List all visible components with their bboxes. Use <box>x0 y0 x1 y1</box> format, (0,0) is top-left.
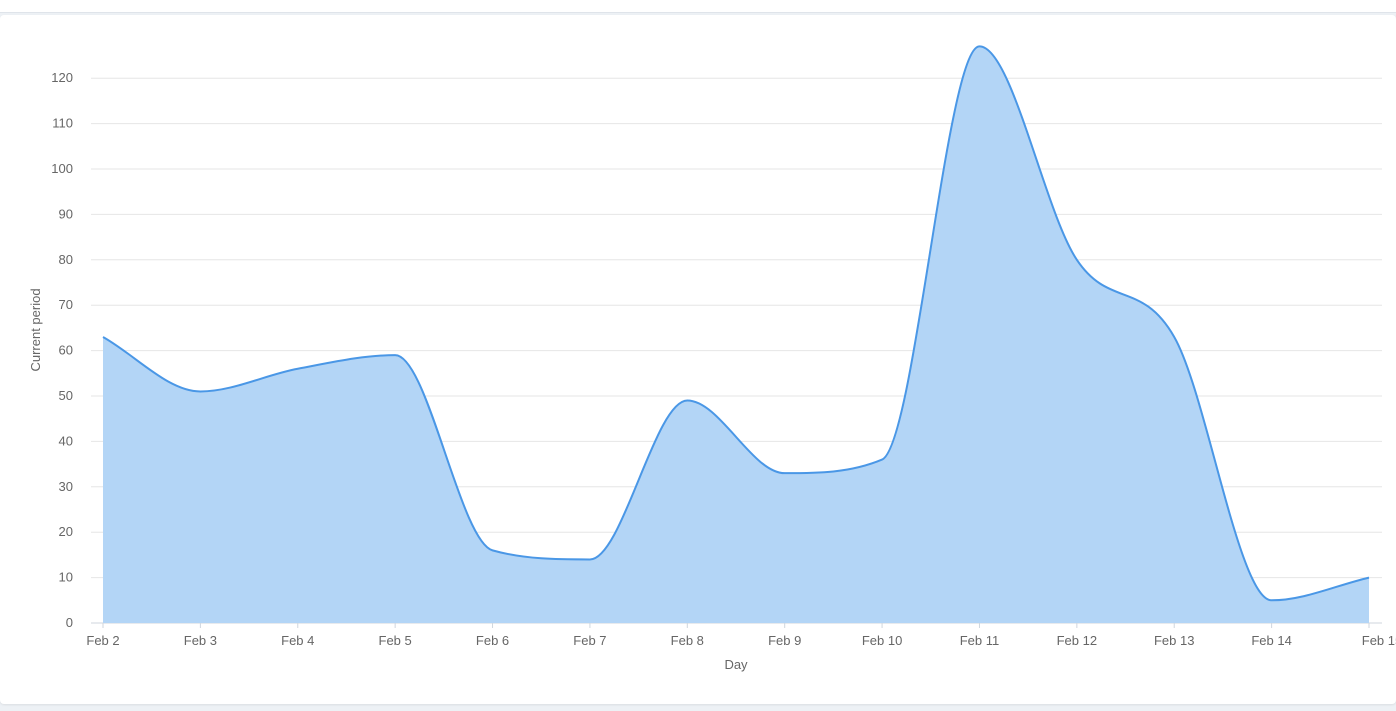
x-tick-label: Feb 2 <box>86 633 119 648</box>
series-line <box>102 45 1370 602</box>
x-axis-title: Day <box>724 657 748 672</box>
x-tick-label: Feb 14 <box>1251 633 1291 648</box>
data-point[interactable] <box>490 547 496 553</box>
series-area-fill <box>103 46 1369 624</box>
data-point[interactable] <box>197 388 203 394</box>
x-tick-label: Feb 13 <box>1154 633 1194 648</box>
x-tick-label: Feb 5 <box>379 633 412 648</box>
data-point[interactable] <box>587 556 593 562</box>
data-point[interactable] <box>1171 334 1177 340</box>
y-tick-label: 120 <box>51 70 73 85</box>
data-point[interactable] <box>295 366 301 372</box>
data-point[interactable] <box>1074 257 1080 263</box>
x-tick-label: Feb 10 <box>862 633 902 648</box>
x-tick-label: Feb 6 <box>476 633 509 648</box>
y-tick-label: 20 <box>59 524 73 539</box>
x-tick-label: Feb 3 <box>184 633 217 648</box>
x-tick-labels: Feb 2 Feb 3 Feb 4 Feb 5 Feb 6 Feb 7 Feb 8 Feb 9… <box>86 623 1396 648</box>
y-tick-labels: 0 10 20 30 40 50 60 70 80 90 100 110 120 <box>51 70 73 630</box>
series-area <box>100 43 1372 624</box>
y-tick-label: 50 <box>59 388 73 403</box>
y-tick-label: 100 <box>51 161 73 176</box>
data-point[interactable] <box>392 352 398 358</box>
data-point[interactable] <box>100 334 106 340</box>
y-tick-label: 70 <box>59 297 73 312</box>
x-tick-label: Feb 4 <box>281 633 314 648</box>
x-tick-label: Feb 7 <box>573 633 606 648</box>
top-strip <box>0 0 1396 13</box>
x-tick-label: Feb 12 <box>1057 633 1097 648</box>
y-tick-label: 80 <box>59 252 73 267</box>
x-tick-label: Feb 11 <box>960 633 1000 648</box>
data-point[interactable] <box>1366 575 1372 581</box>
y-tick-label: 30 <box>59 479 73 494</box>
x-tick-label: Feb 15 <box>1362 633 1396 648</box>
y-tick-label: 0 <box>66 615 73 630</box>
y-tick-label: 40 <box>59 433 73 448</box>
x-tick-label: Feb 9 <box>768 633 801 648</box>
y-tick-label: 10 <box>59 570 73 585</box>
data-point[interactable] <box>976 43 982 49</box>
y-tick-label: 60 <box>59 343 73 358</box>
data-point[interactable] <box>782 470 788 476</box>
data-point[interactable] <box>879 457 885 463</box>
y-tick-label: 90 <box>59 206 73 221</box>
y-tick-label: 110 <box>52 116 73 131</box>
y-axis-title: Current period <box>28 288 43 371</box>
x-tick-label: Feb 8 <box>671 633 704 648</box>
data-point[interactable] <box>684 398 690 404</box>
data-point[interactable] <box>1269 597 1275 603</box>
